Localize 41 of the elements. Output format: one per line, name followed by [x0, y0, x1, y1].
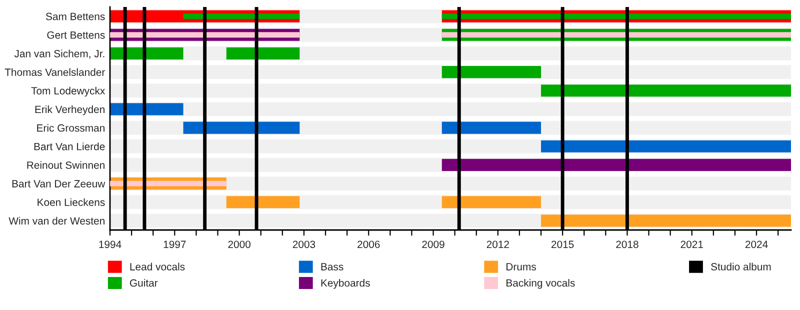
x-tick-label: 2015: [552, 240, 574, 248]
y-tick-label: Wim van der Westen: [8, 216, 104, 225]
legend-label: Guitar: [130, 278, 158, 287]
bar: [183, 14, 300, 20]
legend-label: Backing vocals: [506, 278, 575, 289]
bar: [442, 14, 791, 20]
legend-label: Lead vocals: [130, 262, 185, 270]
y-tick-label: Reinout Swinnen: [27, 161, 104, 169]
y-tick-label: Koen Lieckens: [38, 198, 105, 206]
bar: [442, 122, 542, 134]
bar: [442, 66, 542, 78]
x-tick-label: 2018: [616, 240, 638, 248]
y-tick-label: Eric Grossman: [37, 124, 104, 132]
x-tick-label: 2021: [680, 240, 703, 248]
x-tick-label: 1997: [164, 240, 186, 248]
x-tick-label: 2003: [292, 240, 316, 248]
y-tick-label: Erik Verheyden: [35, 105, 104, 116]
x-tick-label: 1994: [99, 240, 122, 248]
x-tick-label: 2006: [358, 240, 380, 248]
x-tick-label: 2009: [422, 240, 444, 248]
y-tick-label: Gert Bettens: [47, 31, 105, 39]
bar: [442, 196, 542, 208]
y-tick-label: Bart Van Lierde: [34, 142, 105, 150]
y-tick-label: Sam Bettens: [46, 12, 105, 20]
x-tick-label: 2024: [745, 240, 768, 248]
x-tick-label: 2000: [228, 240, 250, 248]
legend-label: Keyboards: [321, 278, 370, 289]
legend-label: Bass: [321, 263, 344, 270]
y-tick-label: Thomas Vanelslander: [4, 68, 105, 76]
bar: [110, 180, 226, 186]
bar: [226, 196, 300, 208]
legend-label: Drums: [506, 263, 536, 270]
y-tick-label: Jan van Sichem, Jr.: [14, 50, 104, 59]
bar: [442, 32, 791, 38]
bar: [226, 47, 300, 60]
bar: [110, 32, 300, 38]
x-tick-label: 2012: [486, 240, 509, 248]
legend-label: Studio album: [711, 262, 771, 270]
y-tick-label: Tom Lodewyckx: [31, 86, 106, 97]
bar: [183, 122, 300, 134]
y-tick-label: Bart Van Der Zeeuw: [12, 180, 106, 188]
